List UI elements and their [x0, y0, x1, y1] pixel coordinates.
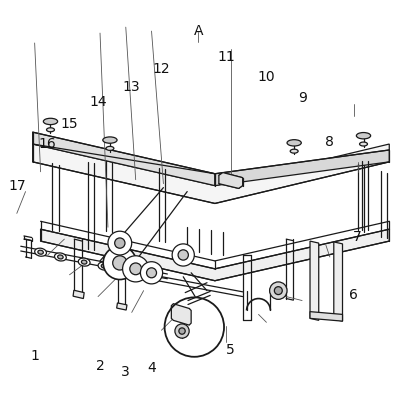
Ellipse shape — [101, 264, 107, 268]
Text: 6: 6 — [348, 288, 357, 302]
Ellipse shape — [102, 137, 117, 143]
Ellipse shape — [55, 253, 66, 261]
Circle shape — [103, 246, 136, 280]
Circle shape — [108, 231, 131, 255]
Text: 5: 5 — [226, 343, 235, 357]
Polygon shape — [33, 144, 388, 203]
Ellipse shape — [57, 255, 63, 259]
Ellipse shape — [106, 146, 114, 150]
Polygon shape — [73, 290, 84, 298]
Text: 14: 14 — [89, 95, 107, 109]
Circle shape — [178, 250, 188, 260]
Polygon shape — [333, 242, 342, 321]
Text: 17: 17 — [8, 179, 26, 193]
Circle shape — [269, 282, 286, 299]
Polygon shape — [214, 150, 388, 186]
Ellipse shape — [38, 250, 43, 254]
Polygon shape — [309, 312, 342, 321]
Ellipse shape — [356, 132, 370, 139]
Circle shape — [274, 286, 282, 294]
Ellipse shape — [35, 248, 46, 256]
Text: 15: 15 — [61, 117, 78, 131]
Ellipse shape — [290, 149, 297, 153]
Circle shape — [122, 256, 148, 282]
Text: 12: 12 — [152, 62, 170, 76]
Text: 13: 13 — [123, 79, 140, 94]
Ellipse shape — [81, 260, 87, 264]
Circle shape — [130, 263, 141, 275]
Text: 7: 7 — [352, 230, 361, 244]
Polygon shape — [116, 303, 127, 310]
Text: 1: 1 — [30, 349, 39, 363]
Text: 3: 3 — [121, 365, 130, 379]
Text: 16: 16 — [39, 137, 57, 151]
Polygon shape — [171, 304, 191, 325]
Ellipse shape — [46, 128, 55, 132]
Circle shape — [140, 262, 162, 284]
Text: 9: 9 — [297, 91, 306, 105]
Polygon shape — [309, 241, 318, 320]
Ellipse shape — [43, 118, 57, 124]
Circle shape — [114, 238, 125, 248]
Text: 10: 10 — [257, 70, 275, 84]
Ellipse shape — [286, 140, 301, 146]
Polygon shape — [33, 132, 214, 186]
Circle shape — [146, 268, 156, 278]
Text: 11: 11 — [217, 50, 234, 64]
Text: 2: 2 — [95, 359, 104, 373]
Ellipse shape — [358, 142, 367, 146]
Text: 4: 4 — [147, 361, 156, 375]
Circle shape — [178, 328, 185, 334]
Ellipse shape — [78, 258, 90, 266]
Polygon shape — [40, 229, 388, 281]
Circle shape — [172, 244, 194, 266]
Text: A: A — [193, 24, 202, 38]
Circle shape — [174, 324, 189, 338]
Polygon shape — [218, 172, 242, 188]
Text: 8: 8 — [325, 135, 333, 149]
Ellipse shape — [98, 262, 109, 270]
Circle shape — [112, 256, 127, 270]
